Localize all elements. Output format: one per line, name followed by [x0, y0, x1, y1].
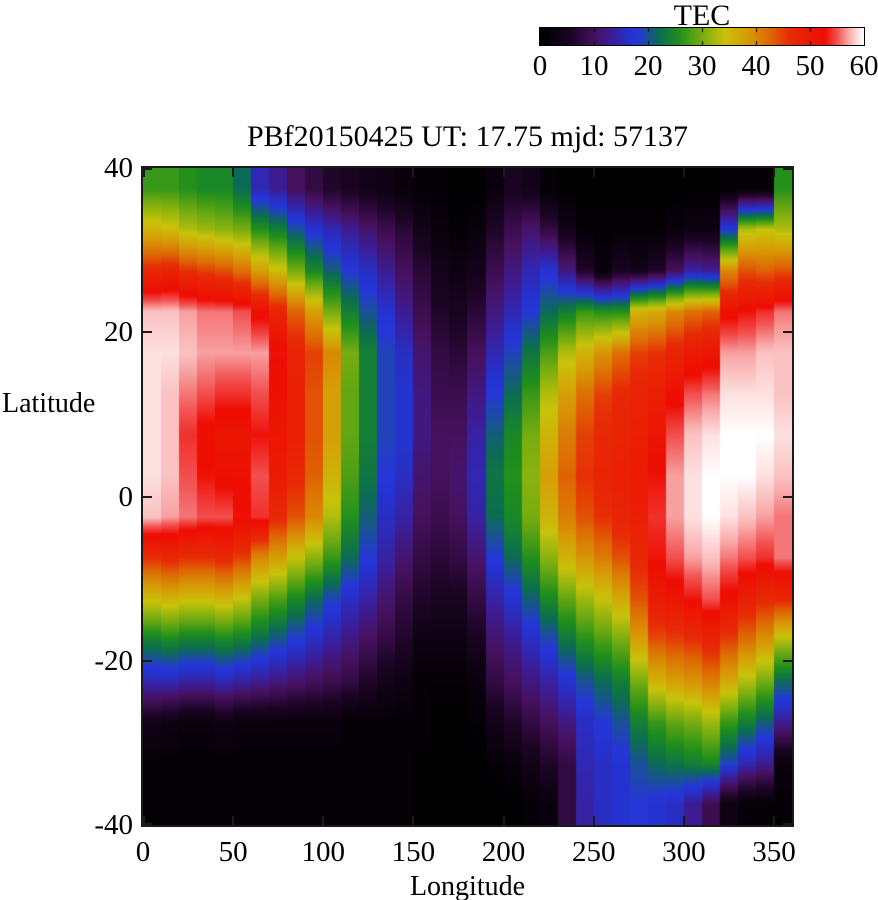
- axis-tick: [783, 496, 792, 498]
- axis-tick: [143, 660, 152, 662]
- axis-tick: [143, 823, 152, 825]
- axis-tick: [143, 496, 152, 498]
- y-tick-label: 20: [104, 316, 133, 349]
- x-tick-label: 200: [481, 836, 526, 868]
- colorbar-tick-label: 40: [741, 50, 771, 82]
- axis-tick: [232, 168, 234, 177]
- y-tick-label: -40: [94, 809, 133, 841]
- colorbar-title: TEC: [673, 0, 731, 32]
- x-tick-label: 50: [218, 836, 248, 868]
- axis-tick: [322, 168, 324, 177]
- colorbar-tick-label: 0: [532, 50, 548, 82]
- axis-tick: [783, 168, 792, 170]
- y-tick-label: -20: [94, 644, 133, 677]
- axis-tick: [412, 816, 414, 825]
- axis-tick: [783, 823, 792, 825]
- axis-tick: [322, 816, 324, 825]
- axis-tick: [683, 168, 685, 177]
- y-tick-label: 40: [104, 152, 133, 184]
- axis-tick: [143, 168, 152, 170]
- colorbar-tick-label: 50: [795, 50, 825, 82]
- axis-tick: [773, 816, 775, 825]
- colorbar: [539, 27, 865, 46]
- axis-tick: [143, 168, 145, 177]
- axis-tick: [143, 816, 145, 825]
- axis-tick: [683, 816, 685, 825]
- axis-tick: [783, 660, 792, 662]
- axis-tick: [593, 816, 595, 825]
- colorbar-tick-labels: 0 10 20 30 40 50 60: [533, 50, 878, 84]
- y-axis-label: Latitude: [2, 388, 96, 419]
- colorbar-gradient: [540, 28, 864, 45]
- axis-tick: [773, 168, 775, 177]
- axis-tick: [232, 816, 234, 825]
- axis-tick: [503, 816, 505, 825]
- x-tick-label: 150: [391, 836, 436, 868]
- x-tick-label: 100: [301, 836, 346, 868]
- axis-tick: [593, 168, 595, 177]
- axis-tick: [503, 168, 505, 177]
- heatmap-canvas: [143, 168, 792, 825]
- axis-tick: [783, 331, 792, 333]
- colorbar-tick-label: 30: [687, 50, 717, 82]
- plot-border: [141, 166, 794, 827]
- x-tick-label: 250: [571, 836, 616, 868]
- colorbar-tick-label: 60: [849, 50, 878, 82]
- axis-tick: [412, 168, 414, 177]
- x-tick-label: 300: [662, 836, 706, 868]
- x-tick-label: 350: [752, 836, 796, 868]
- y-tick-label: 0: [118, 480, 134, 513]
- x-tick-label: 0: [135, 836, 151, 868]
- x-axis-label: Longitude: [409, 871, 526, 900]
- colorbar-tick-label: 20: [633, 50, 663, 82]
- plot-title: PBf20150425 UT: 17.75 mjd: 57137: [246, 120, 689, 153]
- axis-tick: [143, 331, 152, 333]
- colorbar-tick-label: 10: [579, 50, 609, 82]
